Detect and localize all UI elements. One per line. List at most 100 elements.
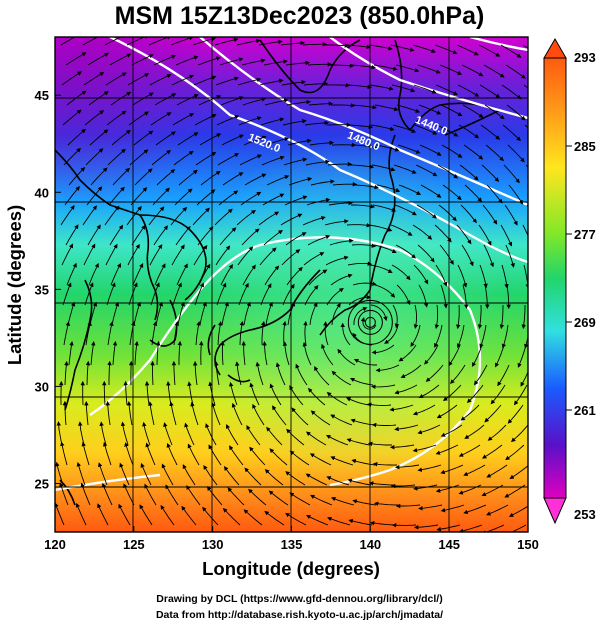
- streamline: [244, 467, 262, 486]
- streamline: [331, 497, 355, 506]
- streamline: [390, 224, 413, 236]
- streamline: [194, 282, 204, 306]
- streamline: [310, 410, 331, 426]
- streamline: [504, 204, 518, 226]
- lat-tick-label: 25: [35, 476, 49, 491]
- streamline: [434, 304, 440, 330]
- streamline: [249, 382, 260, 406]
- streamline: [351, 64, 376, 70]
- streamline: [235, 361, 242, 386]
- streamline: [347, 261, 373, 266]
- streamline: [327, 516, 351, 526]
- streamline: [303, 81, 329, 86]
- streamline: [65, 52, 87, 66]
- streamline: [461, 244, 474, 267]
- streamline: [481, 524, 505, 532]
- streamline: [436, 404, 458, 419]
- streamline: [391, 84, 416, 93]
- streamline: [196, 189, 216, 206]
- streamline: [102, 380, 107, 406]
- streamline: [239, 154, 262, 166]
- streamline: [303, 320, 308, 346]
- streamline: [60, 37, 82, 46]
- streamline: [295, 363, 308, 386]
- streamline: [259, 247, 277, 266]
- streamline: [531, 185, 543, 204]
- streamline: [264, 510, 285, 526]
- streamline: [522, 44, 528, 49]
- streamline: [394, 384, 418, 395]
- streamline: [353, 306, 368, 325]
- streamline: [123, 483, 135, 506]
- colorbar-tick-label: 261: [574, 403, 596, 418]
- streamline: [456, 44, 479, 56]
- streamline: [440, 464, 464, 475]
- streamline: [262, 341, 268, 366]
- streamline: [106, 110, 127, 126]
- streamline: [372, 462, 398, 467]
- streamline: [481, 444, 503, 459]
- colorbar: 293 285 277 269 261 253: [543, 38, 596, 525]
- streamline: [418, 384, 440, 399]
- streamline: [346, 223, 372, 228]
- streamline: [415, 164, 438, 177]
- streamline: [171, 360, 177, 386]
- streamline: [202, 506, 219, 526]
- streamline: [241, 58, 266, 66]
- streamline: [477, 304, 483, 330]
- streamline: [104, 205, 120, 226]
- streamline: [440, 504, 465, 513]
- streamline: [351, 204, 376, 209]
- streamline: [61, 71, 82, 86]
- streamline: [329, 238, 354, 246]
- streamline: [105, 72, 127, 86]
- streamline: [217, 321, 223, 346]
- streamline: [419, 144, 442, 156]
- streamline: [412, 404, 436, 416]
- streamline: [151, 150, 172, 166]
- streamline: [87, 52, 109, 66]
- streamline: [346, 44, 372, 50]
- streamline: [269, 383, 282, 406]
- streamline: [171, 244, 185, 266]
- streamline: [325, 255, 349, 266]
- streamline: [346, 397, 370, 406]
- streamline: [413, 304, 419, 329]
- streamline: [149, 244, 163, 266]
- streamline: [187, 443, 200, 466]
- streamline: [412, 444, 437, 453]
- streamline: [464, 184, 483, 203]
- streamline: [283, 157, 308, 166]
- streamline: [176, 94, 199, 106]
- streamline: [304, 120, 330, 126]
- streamline: [269, 448, 288, 466]
- streamline: [260, 320, 266, 345]
- streamline: [149, 74, 172, 86]
- streamline: [308, 101, 334, 106]
- streamline: [203, 464, 218, 486]
- streamline: [484, 104, 505, 120]
- streamline: [305, 473, 328, 486]
- streamline: [353, 144, 378, 150]
- streamline: [509, 465, 528, 480]
- streamline: [479, 324, 487, 349]
- streamline: [310, 494, 333, 506]
- streamline: [134, 168, 153, 186]
- streamline: [392, 304, 400, 329]
- streamline: [349, 377, 374, 386]
- streamline: [413, 524, 439, 530]
- streamline: [418, 284, 429, 308]
- streamline: [110, 262, 121, 286]
- streamline: [416, 204, 437, 219]
- streamline: [412, 224, 433, 240]
- streamline: [366, 402, 392, 407]
- streamline: [394, 424, 419, 432]
- streamline: [192, 360, 198, 386]
- streamline: [517, 344, 527, 368]
- streamline: [348, 518, 373, 526]
- streamline: [479, 264, 488, 289]
- credit-drawing: Drawing by DCL (https://www.gfd-dennou.o…: [156, 593, 443, 605]
- streamline: [370, 304, 388, 322]
- streamline: [156, 169, 176, 186]
- streamline: [481, 164, 500, 183]
